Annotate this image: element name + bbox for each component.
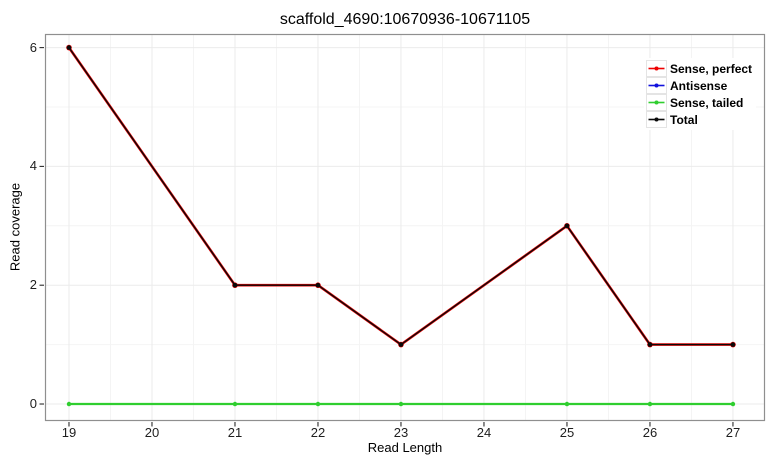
data-point-sense-tailed: [232, 401, 238, 407]
x-tick-label: 22: [310, 425, 326, 440]
x-tick-label: 26: [642, 425, 658, 440]
data-point-sense-tailed: [647, 401, 653, 407]
data-point-total: [232, 282, 238, 288]
data-point-sense-tailed: [564, 401, 570, 407]
data-point-sense-tailed: [315, 401, 321, 407]
data-point-sense-tailed: [730, 401, 736, 407]
legend-item-label: Antisense: [670, 78, 728, 93]
panel-border: [44, 33, 766, 422]
legend-item-sense-tailed: Sense, tailed: [646, 94, 752, 111]
legend-key-icon: [646, 77, 667, 94]
x-tick-label: 20: [144, 425, 160, 440]
data-point-total: [564, 223, 570, 229]
legend-item-antisense: Antisense: [646, 77, 752, 94]
x-tick-label: 27: [725, 425, 741, 440]
y-tick-label: 4: [29, 158, 37, 174]
y-tick-label: 0: [29, 396, 37, 411]
legend-key-icon: [646, 94, 667, 111]
x-tick-label: 19: [61, 425, 77, 440]
legend-key-icon: [646, 60, 667, 77]
data-point-total: [398, 342, 404, 347]
chart-title: scaffold_4690:10670936-10671105: [279, 11, 531, 28]
data-point-total: [647, 342, 653, 347]
data-point-total: [315, 282, 321, 288]
x-tick-label: 24: [476, 425, 492, 440]
y-tick-label: 2: [29, 277, 37, 293]
data-point-sense-tailed: [398, 401, 404, 407]
x-axis-label: Read Length: [367, 440, 443, 455]
y-tick-label: 6: [29, 39, 37, 55]
x-tick-label: 23: [393, 425, 409, 440]
data-point-total: [730, 342, 736, 347]
legend-item-label: Sense, perfect: [670, 61, 753, 76]
legend-item-label: Sense, tailed: [670, 95, 744, 110]
legend-key-icon: [646, 111, 667, 128]
x-tick-label: 25: [559, 425, 575, 440]
data-point-total: [66, 45, 72, 50]
data-point-sense-tailed: [66, 401, 72, 407]
x-tick-label: 21: [227, 425, 243, 440]
legend: Sense, perfect Antisense Sense, tailed Tota…: [644, 58, 757, 130]
y-axis-label: Read coverage: [7, 182, 23, 272]
legend-item-sense-perfect: Sense, perfect: [646, 60, 752, 77]
legend-item-label: Total: [670, 112, 698, 127]
legend-item-total: Total: [646, 111, 752, 128]
